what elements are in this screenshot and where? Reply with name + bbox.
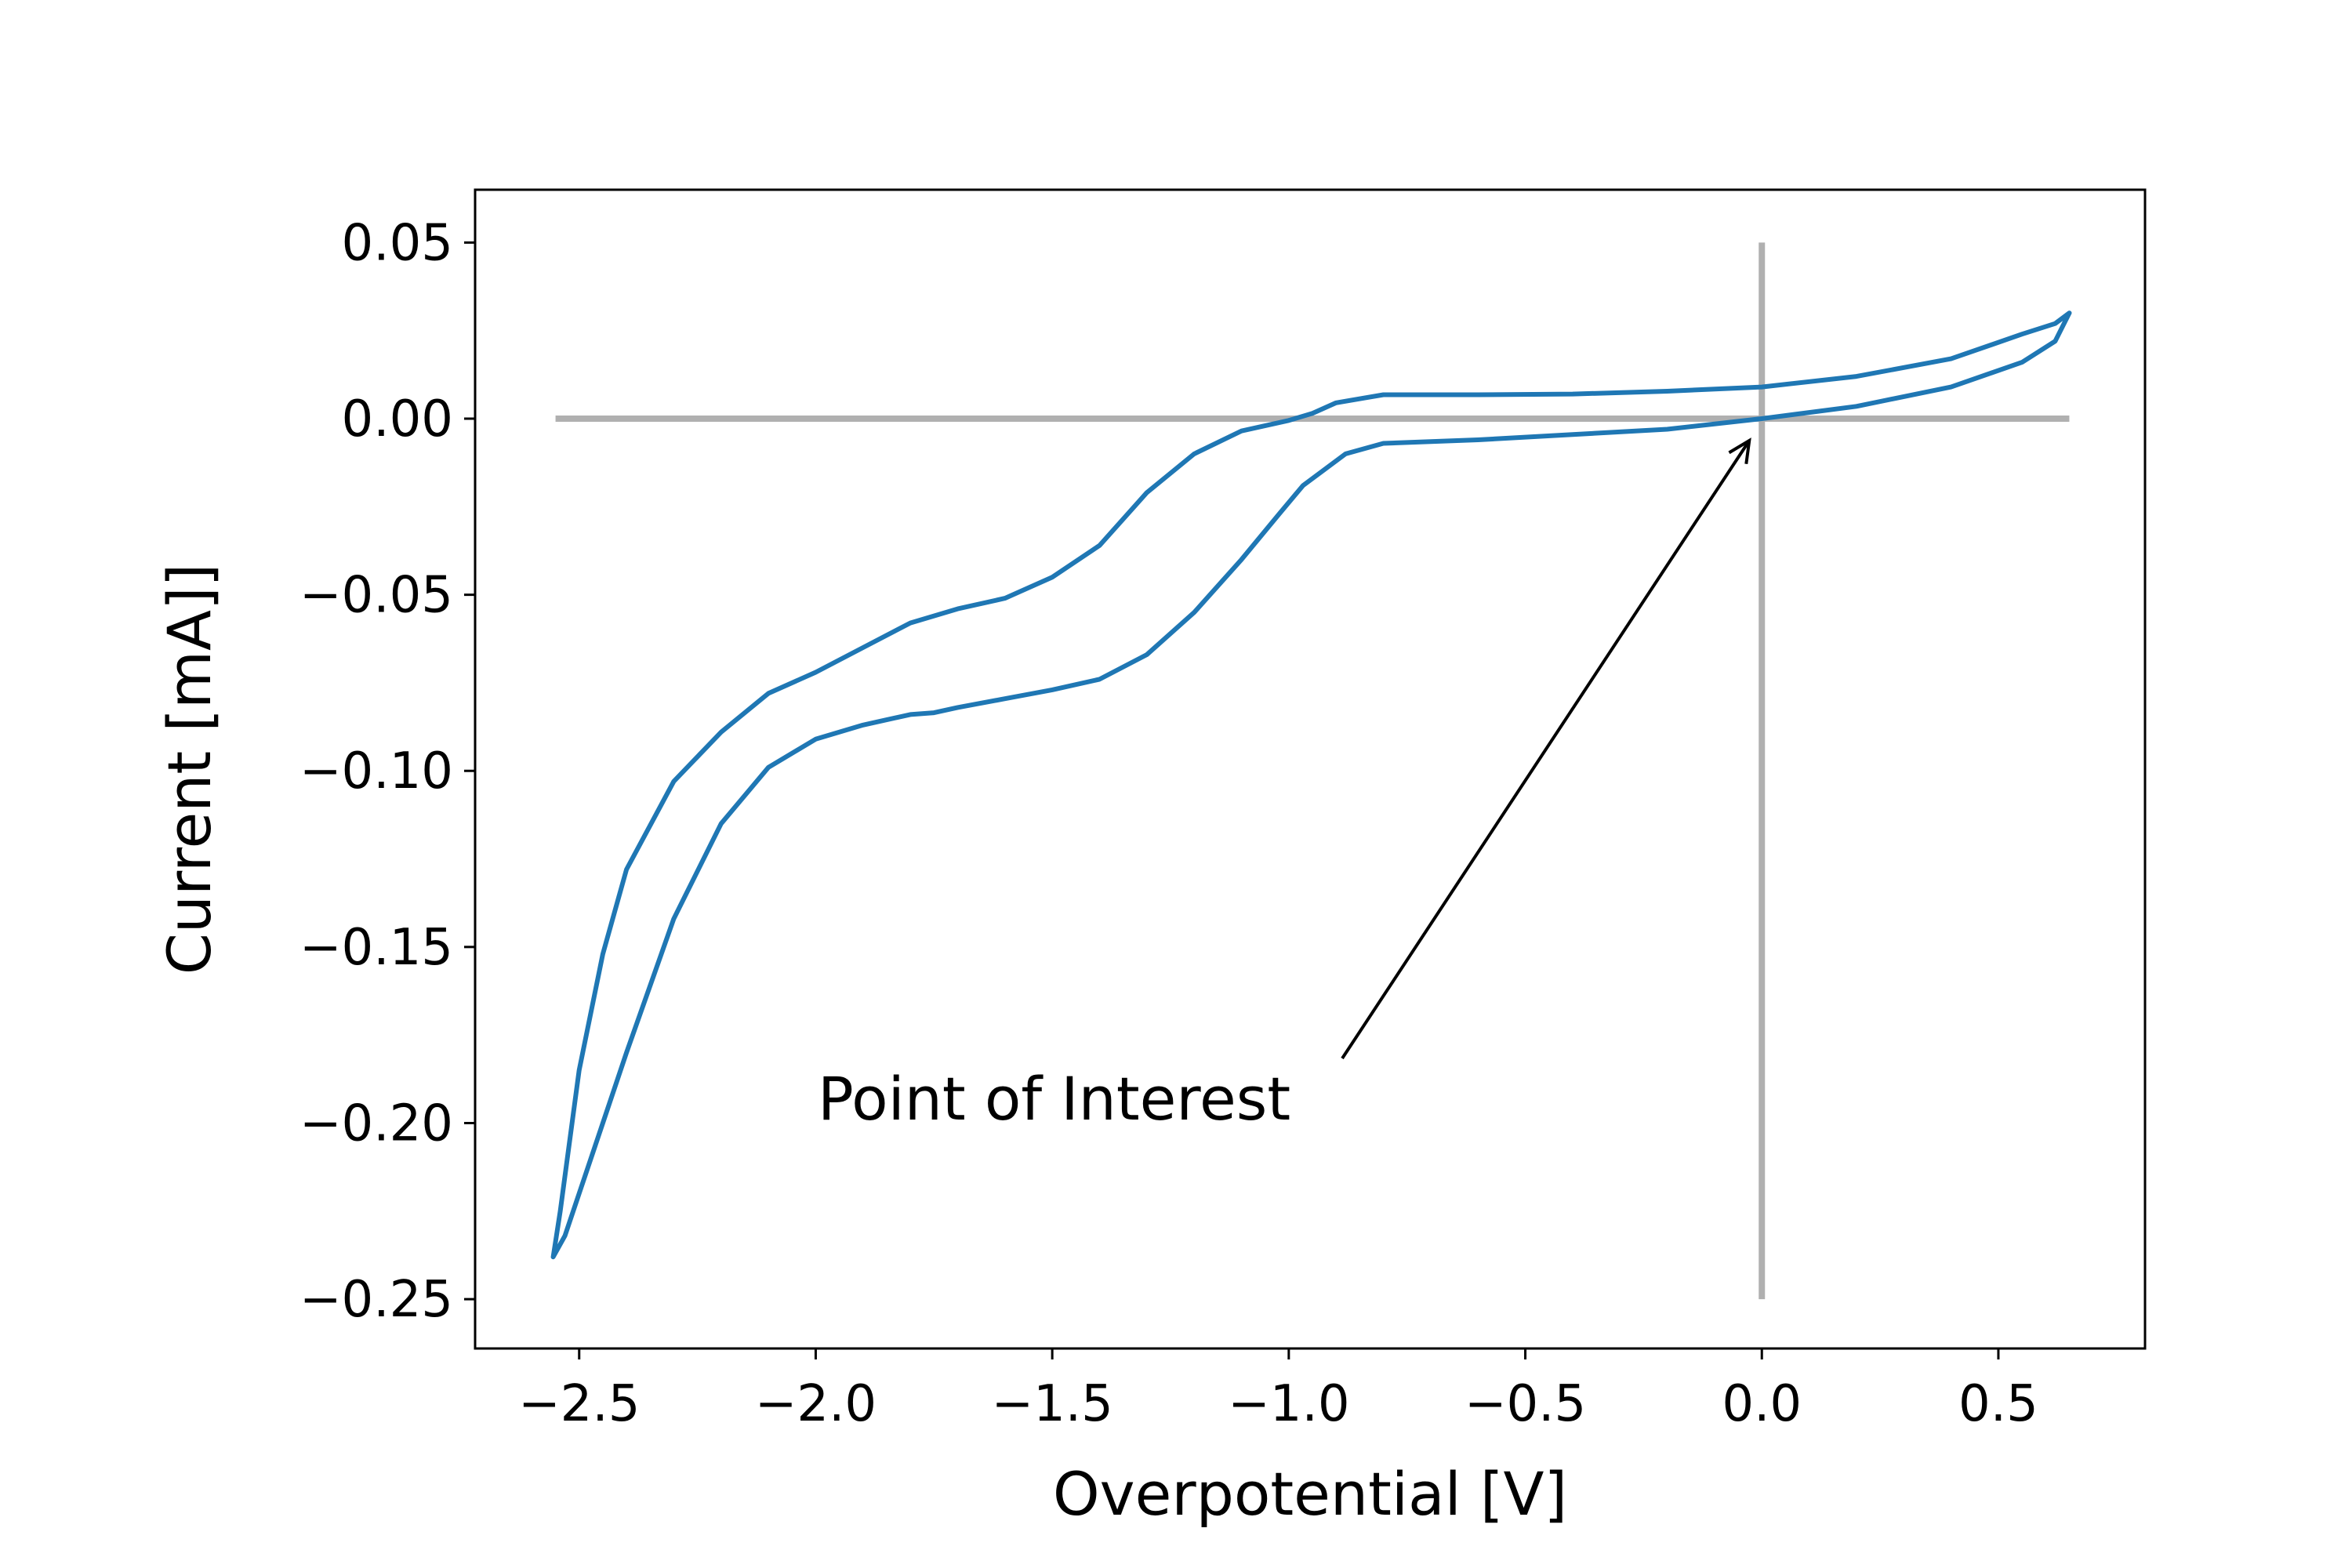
x-tick-label: −2.0 [755, 1375, 877, 1433]
y-tick-label: −0.20 [299, 1094, 453, 1152]
y-axis-title: Current [mA]] [154, 564, 224, 975]
y-tick-label: 0.05 [342, 214, 454, 272]
x-tick-label: −0.5 [1465, 1375, 1586, 1433]
y-tick-label: −0.25 [299, 1271, 453, 1329]
annotation-arrowhead [1728, 437, 1751, 465]
y-tick-label: −0.15 [299, 919, 453, 977]
x-tick-label: 0.5 [1958, 1375, 2038, 1433]
x-tick-label: −1.5 [991, 1375, 1112, 1433]
y-tick-label: 0.00 [342, 390, 454, 448]
x-axis: −2.5 −2.0 −1.5 −1.0 −0.5 0.0 0.5 [518, 1348, 2038, 1433]
plot-frame [474, 188, 2147, 1350]
series-layer [550, 310, 2072, 1260]
y-tick-label: −0.10 [299, 742, 453, 800]
x-tick-label: −1.0 [1228, 1375, 1349, 1433]
annotation: Point of Interest [818, 437, 1751, 1134]
annotation-label: Point of Interest [818, 1064, 1290, 1134]
x-tick-label: 0.0 [1722, 1375, 1802, 1433]
series-line-0 [550, 310, 2072, 1260]
annotation-arrow [1341, 439, 1751, 1060]
x-axis-title: Overpotential [V] [1053, 1459, 1567, 1529]
y-tick-label: −0.05 [299, 567, 453, 625]
x-tick-label: −2.5 [518, 1375, 640, 1433]
y-axis: 0.05 0.00 −0.05 −0.10 −0.15 −0.20 −0.25 [299, 214, 475, 1329]
